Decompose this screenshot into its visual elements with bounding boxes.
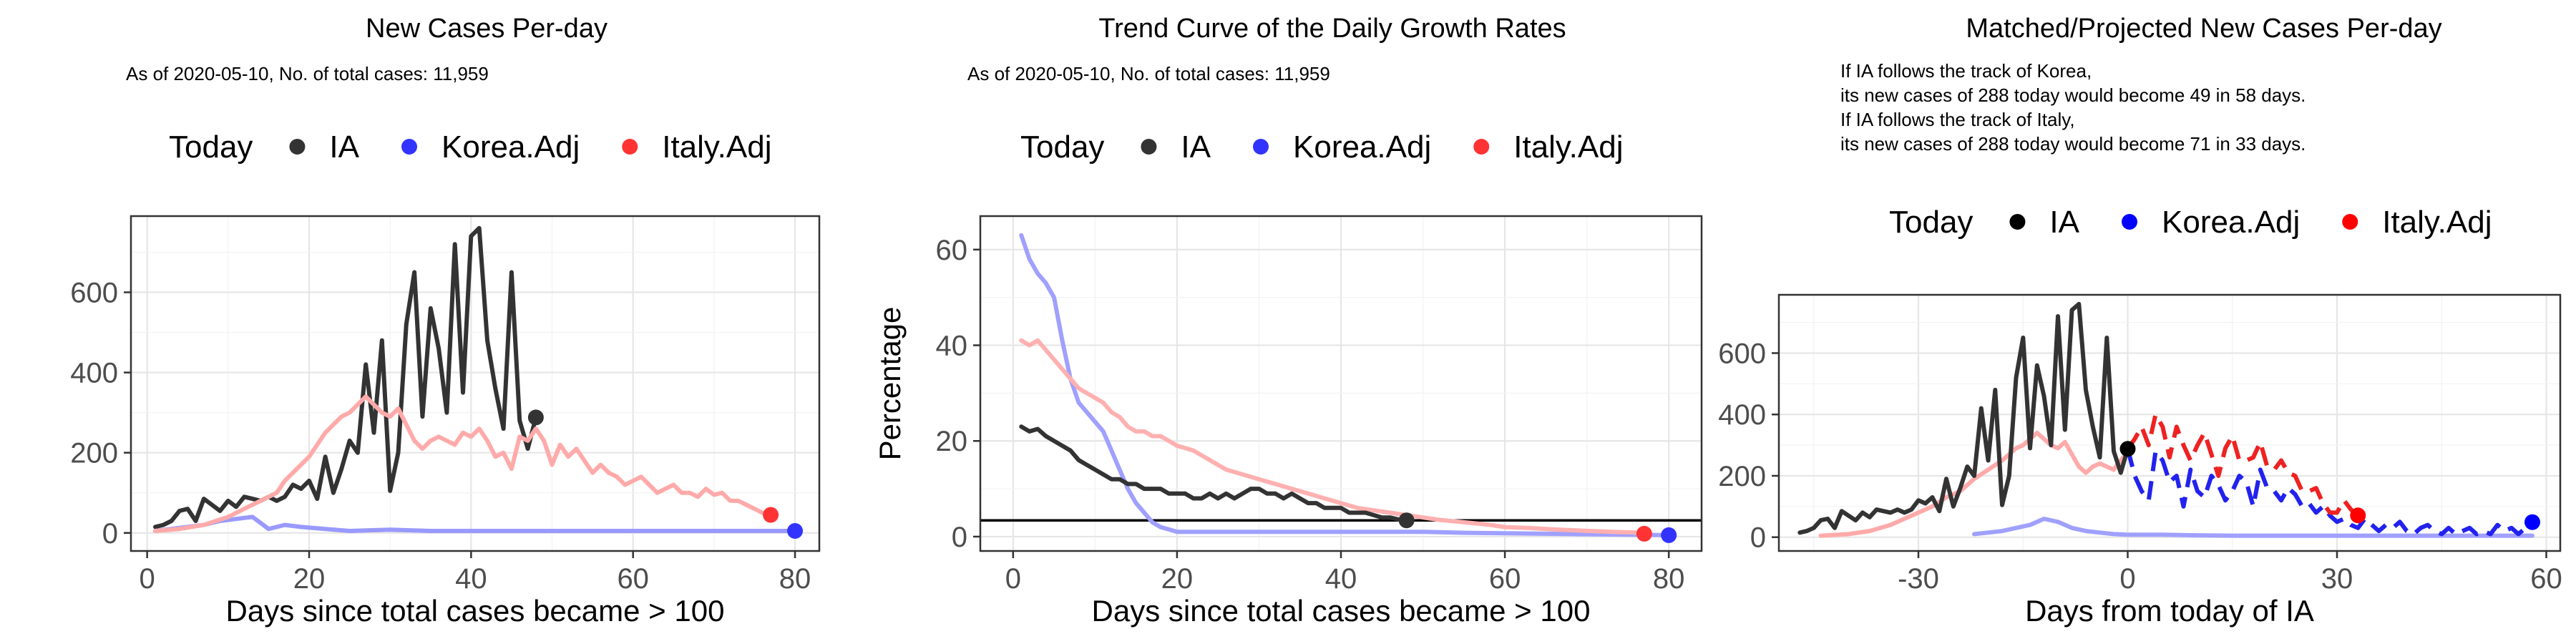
legend-marker (2122, 214, 2137, 230)
grid (131, 216, 819, 551)
chart-subtitle: If IA follows the track of Italy, (1840, 109, 2075, 130)
x-tick-label: 30 (2321, 563, 2353, 595)
legend-title: Today (169, 130, 253, 165)
today-point-korea-adj (1661, 527, 1677, 543)
legend-label: Korea.Adj (1293, 130, 1431, 165)
legend-marker (1141, 139, 1157, 155)
series-line-korea-adj-matched- (1972, 517, 2534, 538)
y-tick-label: 0 (102, 518, 118, 550)
legend-marker (622, 139, 638, 155)
legend-label: IA (2049, 205, 2079, 240)
y-tick-label: 200 (1718, 461, 1766, 492)
x-tick-label: 60 (1489, 563, 1521, 595)
x-axis-label: Days from today of IA (2025, 594, 2314, 628)
legend-label: Italy.Adj (662, 130, 771, 165)
today-point-ia (2119, 441, 2136, 457)
today-point-italy-adj (2350, 507, 2366, 524)
today-point-italy-adj (763, 507, 779, 523)
legend-label: Korea.Adj (2162, 205, 2300, 240)
x-tick-label: 60 (2530, 563, 2562, 595)
x-tick-label: 0 (140, 563, 155, 595)
x-tick-label: 0 (2119, 563, 2135, 595)
legend-marker (1253, 139, 1269, 155)
series-line-korea-adj (1019, 233, 1672, 537)
y-tick-label: 0 (952, 522, 967, 553)
today-point-ia (527, 409, 544, 426)
x-tick-label: 20 (293, 563, 326, 595)
x-axis-label: Days since total cases became > 100 (1092, 594, 1591, 628)
legend-label: Italy.Adj (2382, 205, 2492, 240)
x-tick-label: 40 (1325, 563, 1357, 595)
legend-label: Italy.Adj (1513, 130, 1623, 165)
legend-title: Today (1889, 205, 1973, 240)
legend-label: IA (329, 130, 359, 165)
legend-marker (2342, 214, 2358, 230)
chart-subtitle: If IA follows the track of Korea, (1840, 60, 2092, 82)
legend: Today IA Korea.Adj Italy.Adj (1020, 130, 1623, 165)
x-tick-label: 80 (779, 563, 811, 595)
x-axis-label: Days since total cases became > 100 (226, 594, 725, 628)
y-tick-label: 0 (1750, 522, 1766, 554)
today-point-korea-adj (787, 522, 804, 539)
chart-panel-1: New Cases Per-day As of 2020-05-10, No. o… (70, 14, 821, 628)
chart-subtitle: As of 2020-05-10, No. of total cases: 11… (967, 63, 1330, 84)
grid (1779, 295, 2560, 551)
series-line-italy-adj (1019, 338, 1646, 535)
x-tick-label: 40 (455, 563, 487, 595)
chart-subtitle: As of 2020-05-10, No. of total cases: 11… (126, 63, 489, 84)
y-tick-label: 400 (70, 358, 118, 389)
series-line-italy-adj-matched- (1818, 430, 2130, 538)
legend: Today IA Korea.Adj Italy.Adj (1889, 205, 2492, 240)
x-tick-label: 80 (1653, 563, 1685, 595)
y-tick-label: 600 (70, 277, 118, 308)
y-axis-label: Percentage (873, 307, 907, 461)
chart-subtitle: its new cases of 288 today would become … (1840, 133, 2306, 155)
y-tick-label: 60 (936, 235, 968, 266)
legend-marker (1473, 139, 1490, 155)
series-line-ia (1019, 424, 1409, 523)
y-tick-label: 600 (1718, 338, 1766, 369)
grid (980, 216, 1702, 551)
legend-label: IA (1181, 130, 1211, 165)
x-tick-label: 0 (1005, 563, 1021, 595)
x-tick-label: 60 (617, 563, 649, 595)
legend: Today IA Korea.Adj Italy.Adj (169, 130, 771, 165)
legend-marker (401, 139, 417, 155)
plot-frame (130, 215, 821, 552)
x-tick-label: -30 (1898, 563, 1939, 595)
x-tick-label: 20 (1161, 563, 1194, 595)
y-tick-label: 40 (936, 331, 968, 362)
today-point-ia (1398, 512, 1415, 529)
series-line-korea-adj (153, 514, 797, 533)
today-point-korea-adj (2524, 514, 2540, 530)
legend-marker (2009, 214, 2026, 230)
legend-marker (289, 139, 306, 155)
chart-title: New Cases Per-day (366, 14, 608, 44)
series-line-italy-adj (153, 394, 774, 533)
chart-subtitle: its new cases of 288 today would become … (1840, 84, 2306, 106)
y-tick-label: 200 (70, 438, 118, 469)
legend-label: Korea.Adj (441, 130, 580, 165)
today-point-italy-adj (1636, 525, 1652, 542)
plot-frame (1777, 293, 2562, 552)
series-line-korea-adj-projected- (2125, 448, 2534, 537)
chart-panel-3: Matched/Projected New Cases Per-day If IA… (1718, 14, 2562, 628)
series-line-ia (153, 225, 538, 530)
chart-title: Matched/Projected New Cases Per-day (1966, 14, 2441, 44)
y-tick-label: 20 (936, 426, 968, 457)
chart-panel-2: Trend Curve of the Daily Growth Rates As … (873, 14, 1703, 628)
series-line-ia (1797, 301, 2130, 535)
legend-title: Today (1020, 130, 1104, 165)
chart-title: Trend Curve of the Daily Growth Rates (1098, 14, 1566, 44)
series-line-italy-adj-projected- (2126, 412, 2360, 517)
y-tick-label: 400 (1718, 399, 1766, 431)
